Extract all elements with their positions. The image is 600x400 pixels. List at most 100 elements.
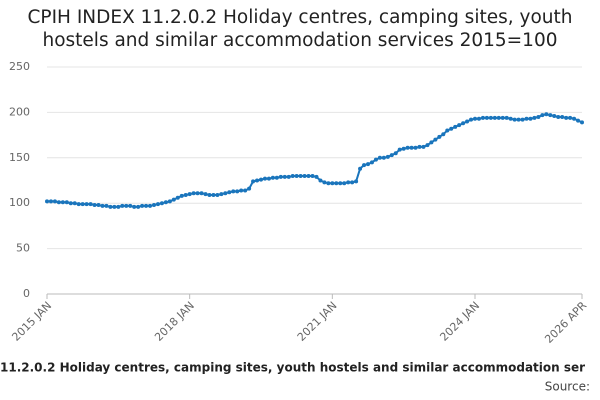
point [48, 199, 53, 204]
point [381, 155, 386, 160]
point [433, 137, 438, 142]
point [409, 145, 414, 150]
point [286, 174, 291, 179]
point [532, 115, 537, 120]
point [231, 189, 236, 194]
point [227, 190, 232, 195]
point [195, 191, 200, 196]
point [298, 173, 303, 178]
y-tick-label: 50 [16, 242, 30, 255]
point [88, 202, 93, 207]
point [552, 114, 557, 119]
point [108, 204, 113, 209]
point [155, 202, 160, 207]
point [492, 115, 497, 120]
point [104, 203, 109, 208]
point [346, 180, 351, 185]
point [480, 115, 485, 120]
point [425, 143, 430, 148]
point [203, 192, 208, 197]
series-line [47, 113, 583, 208]
point [45, 199, 49, 204]
point [132, 204, 137, 209]
point [219, 192, 224, 197]
y-tick-label: 100 [9, 196, 30, 209]
x-tick-label: 2024 JAN [437, 299, 482, 344]
point [512, 117, 517, 122]
point [504, 115, 509, 120]
point [377, 155, 382, 160]
point [373, 157, 378, 162]
point [140, 203, 145, 208]
point [124, 203, 129, 208]
point [223, 191, 228, 196]
point [163, 200, 168, 205]
point [136, 204, 141, 209]
point [544, 112, 549, 117]
point [144, 203, 149, 208]
point [84, 202, 89, 207]
point [548, 113, 553, 118]
point [306, 173, 311, 178]
point [401, 146, 406, 151]
point [338, 181, 343, 186]
point [556, 114, 561, 119]
point [183, 193, 188, 198]
point [397, 147, 402, 152]
caption: 11.2.0.2 Holiday centres, camping sites,… [0, 361, 585, 375]
x-tick-label: 2015 JAN [9, 299, 54, 344]
point [465, 119, 470, 124]
x-tick-label: 2026 APR [542, 299, 589, 346]
point [330, 181, 335, 186]
point [274, 175, 279, 180]
point [476, 116, 481, 121]
point [560, 114, 565, 119]
point [167, 199, 172, 204]
point [187, 192, 192, 197]
y-tick-label: 200 [9, 105, 30, 118]
point [251, 179, 256, 184]
point [441, 132, 446, 137]
point [112, 204, 117, 209]
point [516, 117, 521, 122]
point [473, 116, 477, 121]
point [389, 153, 394, 158]
point [342, 181, 347, 186]
point [259, 177, 263, 182]
point [247, 186, 252, 191]
point [179, 193, 184, 198]
point [128, 203, 133, 208]
point [405, 145, 410, 150]
point [429, 140, 434, 145]
point [580, 120, 584, 125]
point [255, 178, 260, 183]
point [270, 175, 275, 180]
point [294, 173, 299, 178]
point [243, 188, 248, 193]
point [488, 115, 493, 120]
point [211, 193, 216, 198]
point [358, 166, 363, 171]
point [175, 195, 180, 200]
point [322, 180, 327, 185]
point [568, 115, 573, 120]
y-tick-label: 150 [9, 151, 30, 164]
point [362, 163, 367, 168]
point [92, 203, 97, 208]
point [354, 179, 359, 184]
point [572, 116, 577, 121]
point [207, 193, 212, 198]
point [540, 113, 545, 118]
point [453, 124, 458, 129]
point [239, 188, 244, 193]
point [326, 181, 331, 186]
point [215, 193, 220, 198]
point [152, 203, 156, 208]
point [437, 134, 442, 139]
point [159, 201, 164, 206]
point [457, 123, 462, 128]
point [496, 115, 501, 120]
point [302, 173, 307, 178]
point [393, 151, 398, 156]
